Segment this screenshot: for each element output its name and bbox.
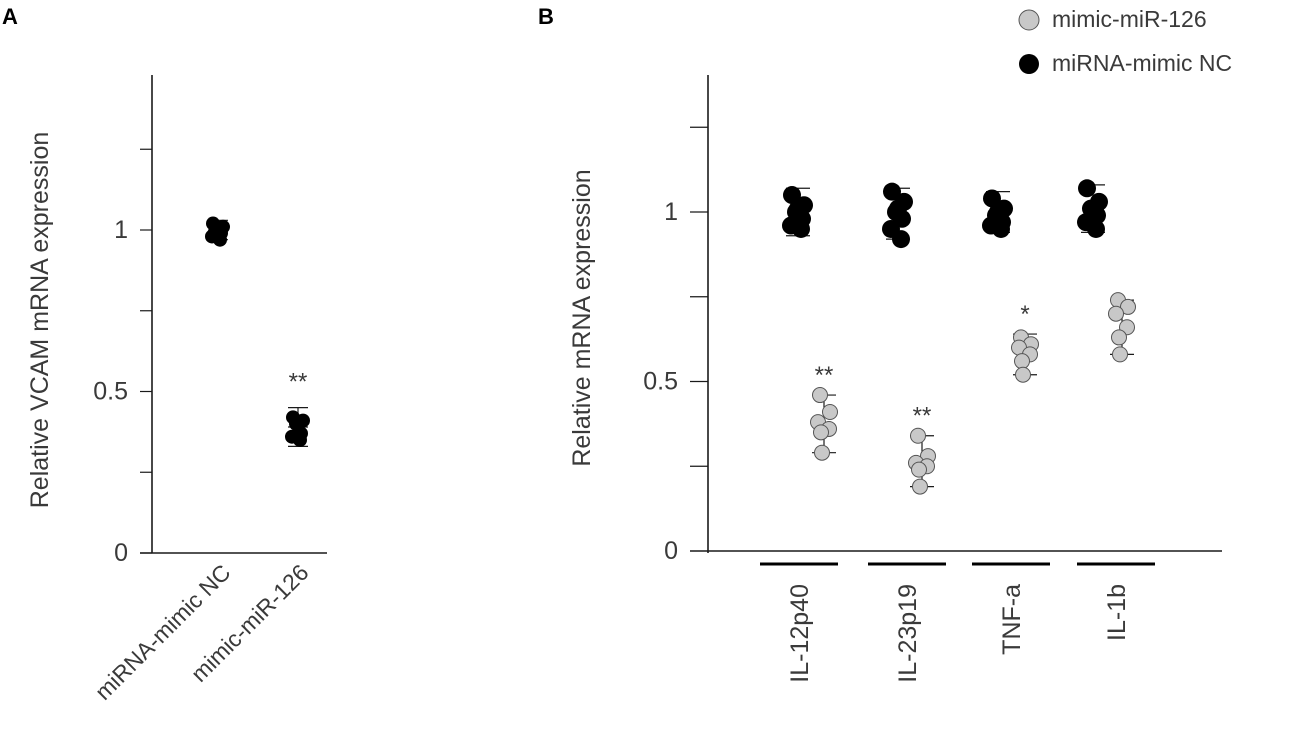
- panel-b-nc-data-point: [883, 182, 901, 201]
- panel-b-mimic-data-point: [1112, 346, 1128, 363]
- panel-b-nc-data-point: [1078, 179, 1096, 198]
- panel-a-significance: **: [289, 369, 308, 396]
- panel-b-nc-data-point: [892, 230, 910, 249]
- legend-marker-mimic: [1018, 9, 1040, 31]
- panel-b-mimic-data-point: [912, 478, 928, 495]
- panel-letter-b: B: [538, 4, 554, 29]
- panel-b-x-label: IL-12p40: [786, 584, 814, 683]
- panel-b-nc-data-point: [992, 219, 1010, 238]
- legend: mimic-miR-126 miRNA-mimic NC: [1018, 6, 1232, 76]
- panel-a-data-point: [293, 432, 307, 447]
- panel-b-nc-data-point: [889, 199, 907, 218]
- panel-b: 00.51 Relative mRNA expression ***** IL-…: [568, 75, 1222, 683]
- panel-b-nc-data-point: [1084, 203, 1102, 221]
- panel-b-y-tick-label: 1: [664, 198, 678, 226]
- legend-label-mimic: mimic-miR-126: [1052, 6, 1207, 32]
- legend-marker-nc: [1019, 54, 1039, 74]
- panel-b-ylabel: Relative mRNA expression: [568, 169, 596, 466]
- panel-b-x-label: IL-23p19: [894, 584, 922, 683]
- panel-b-mimic-data-point: [910, 427, 926, 444]
- panel-a-points: **: [205, 216, 310, 448]
- panel-b-nc-data-point: [792, 219, 810, 238]
- panel-b-significance: **: [815, 362, 834, 389]
- panel-b-mimic-data-point: [1014, 353, 1030, 370]
- panel-b-mimic-data-point: [1015, 366, 1031, 383]
- panel-b-significance: **: [913, 403, 932, 430]
- panel-a-data-point: [211, 223, 225, 237]
- panel-b-y-tick-label: 0.5: [643, 368, 678, 396]
- panel-a-ticks: 00.51: [93, 148, 152, 567]
- panel-b-significance: *: [1020, 301, 1029, 328]
- panel-a-ylabel: Relative VCAM mRNA expression: [26, 132, 54, 509]
- panel-a-y-tick-label: 0.5: [93, 378, 128, 406]
- panel-a-y-tick-label: 0: [114, 539, 128, 567]
- panel-b-mimic-data-point: [822, 404, 838, 421]
- legend-label-nc: miRNA-mimic NC: [1052, 50, 1232, 76]
- panel-b-mimic-data-point: [1108, 305, 1124, 322]
- panel-a-xlabel-nc: miRNA-mimic NC: [90, 559, 236, 705]
- panel-b-mimic-data-point: [814, 444, 830, 461]
- panel-b-nc-data-point: [1087, 219, 1105, 238]
- panel-a: 00.51 Relative VCAM mRNA expression ** m…: [26, 75, 327, 705]
- panel-b-x-label: TNF-a: [998, 584, 1026, 655]
- panel-b-ticks: 00.51: [643, 126, 708, 565]
- panel-a-y-tick-label: 1: [114, 216, 128, 244]
- panel-b-x-label: IL-1b: [1103, 584, 1131, 641]
- panel-b-mimic-data-point: [911, 461, 927, 478]
- panel-b-points: *****: [782, 179, 1136, 495]
- panel-b-mimic-data-point: [1111, 329, 1127, 346]
- panel-letter-a: A: [2, 4, 18, 29]
- panel-b-mimic-data-point: [1120, 298, 1136, 315]
- panel-b-y-tick-label: 0: [664, 537, 678, 565]
- panel-b-nc-data-point: [983, 189, 1001, 208]
- panel-b-nc-data-point: [789, 199, 807, 218]
- panel-b-mimic-data-point: [812, 387, 828, 404]
- panel-b-xlabels: IL-12p40 IL-23p19 TNF-a IL-1b: [760, 562, 1155, 683]
- panel-b-mimic-data-point: [813, 424, 829, 441]
- panel-b-nc-data-point: [989, 203, 1007, 221]
- panel-b-nc-data-point: [783, 186, 801, 205]
